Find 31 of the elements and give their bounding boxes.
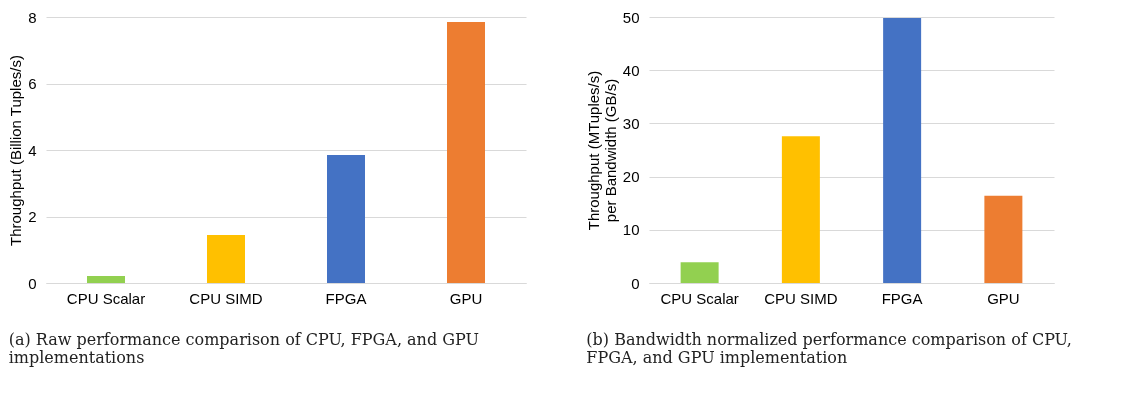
x-tick-label: GPU: [449, 289, 483, 307]
y-tick-label: 4: [28, 141, 37, 159]
x-tick-label: CPU SIMD: [189, 289, 263, 307]
bar: [680, 262, 719, 283]
y-tick-label: 10: [622, 221, 640, 239]
bar: [447, 21, 485, 283]
text: (b) Bandwidth normalized performance comparison of CPU, FPGA, and GPU implementation: [586, 330, 1072, 367]
bar: [883, 18, 922, 283]
bar: [984, 195, 1023, 283]
y-tick-label: 2: [28, 208, 37, 225]
y-tick-label: 0: [28, 274, 37, 292]
bar: [781, 136, 820, 283]
text: (a) Raw performance comparison of CPU, FPGA, and GPU implementations: [8, 330, 479, 367]
y-tick-label: 50: [622, 8, 640, 26]
y-tick-label: 30: [622, 114, 640, 132]
y-tick-label: 0: [631, 274, 640, 292]
y-axis-title: Throughput (MTuples/s) per Bandwidth (GB/s): [584, 70, 619, 231]
x-tick-label: GPU: [987, 289, 1020, 307]
y-tick-label: 6: [28, 75, 37, 92]
bar: [207, 235, 245, 283]
x-tick-label: CPU SIMD: [764, 289, 838, 307]
bar: [87, 276, 125, 283]
x-tick-label: FPGA: [881, 289, 923, 307]
y-tick-label: 20: [622, 168, 640, 186]
x-tick-label: CPU Scalar: [660, 289, 739, 307]
y-tick-label: 8: [28, 8, 37, 26]
x-tick-label: CPU Scalar: [66, 289, 146, 307]
y-axis-title: Throughput (Billion Tuples/s): [7, 55, 25, 246]
y-tick-label: 40: [622, 61, 640, 79]
x-tick-label: FPGA: [325, 289, 367, 307]
bar: [327, 154, 365, 283]
